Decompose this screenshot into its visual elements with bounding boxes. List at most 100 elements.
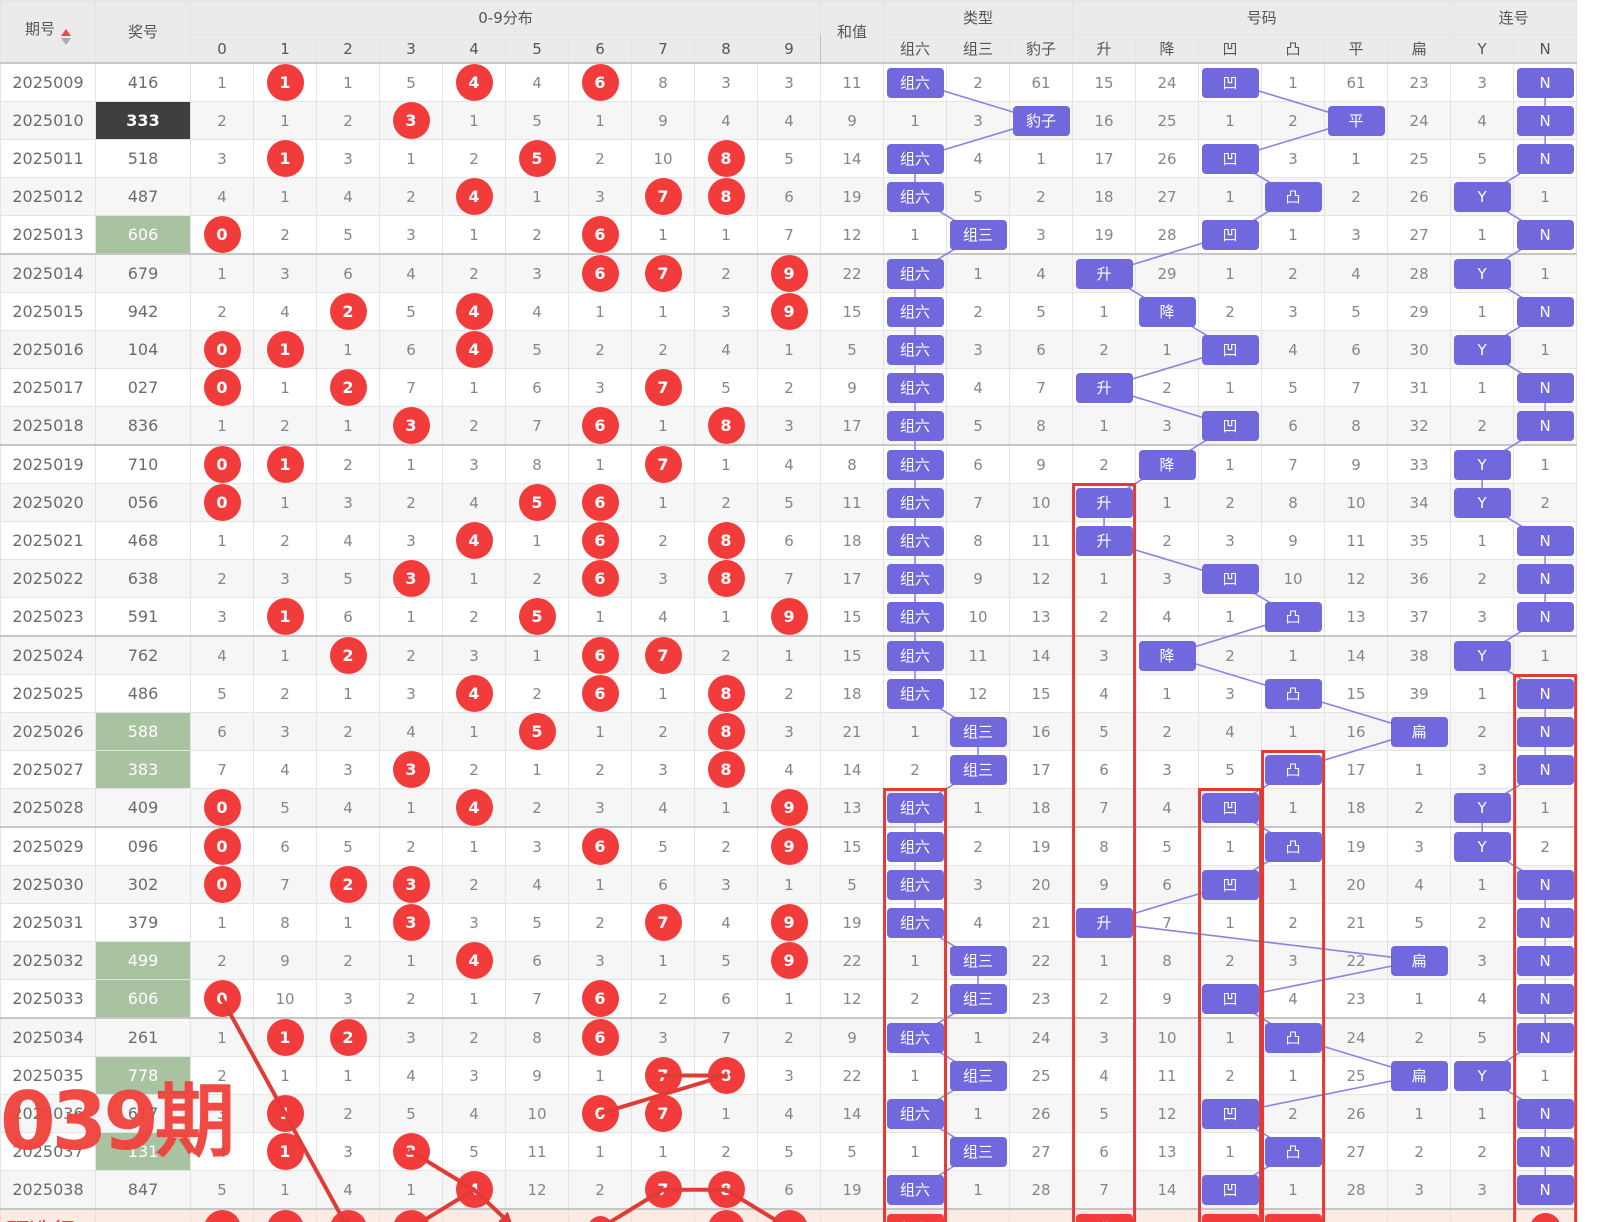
drawn-digit-circle: 0 (203, 866, 241, 903)
cell-2025024-ao: 2 (1198, 635, 1263, 675)
miss-count: 10 (527, 1104, 547, 1123)
consec-col-header: Y (1450, 34, 1515, 64)
cell-2025011-san: 4 (946, 139, 1011, 178)
miss-count: 4 (406, 1066, 416, 1085)
miss-count: 2 (343, 111, 353, 130)
miss-count: 31 (1409, 378, 1429, 397)
type-hit-badge: 组六 (886, 410, 944, 441)
cell-2025033-d5: 7 (505, 979, 569, 1019)
cell-2025011-bao: 1 (1009, 139, 1074, 178)
consecutive-hit-badge: Y (1453, 449, 1511, 480)
cell-2025036-ao: 凹 (1198, 1094, 1263, 1133)
cell-2025028-d9: 9 (756, 788, 822, 828)
cell-2025023-d2: 6 (316, 597, 380, 637)
sort-asc-icon[interactable] (61, 29, 71, 36)
period-cell: 2025038 (0, 1170, 96, 1210)
cell-2025038-sheng: 7 (1072, 1170, 1137, 1210)
miss-count: 6 (406, 340, 416, 359)
cell-2025034-d6: 6 (568, 1017, 632, 1057)
miss-count: 6 (1351, 340, 1361, 359)
watermark-next-period: 039期 (0, 1075, 235, 1168)
cell-2025024-sheng: 3 (1072, 635, 1137, 675)
miss-count: 2 (595, 340, 605, 359)
miss-count: 2 (973, 302, 983, 321)
sum-value: 22 (842, 951, 862, 970)
cell-2025014-d7: 7 (631, 253, 695, 293)
miss-count: 5 (1477, 149, 1487, 168)
miss-count: 3 (1477, 760, 1487, 779)
cell-2025012-d4: 4 (442, 177, 506, 216)
miss-count: 10 (1031, 493, 1051, 512)
miss-count: 4 (532, 875, 542, 894)
cell-2025018-n: N (1513, 406, 1578, 446)
cell-2025012-liu: 组六 (883, 177, 948, 216)
cell-2025022-d8: 8 (694, 559, 758, 598)
miss-count: 17 (1094, 149, 1114, 168)
miss-count: 9 (1036, 455, 1046, 474)
period-cell: 2025012 (0, 177, 96, 216)
cell-2025011-d9: 5 (756, 139, 822, 178)
period-cell: 2025031 (0, 903, 96, 942)
miss-count: 2 (595, 149, 605, 168)
cell-2025009-bian: 23 (1387, 62, 1452, 102)
shape-col-header: 升 (1072, 34, 1137, 64)
cell-2025026-sum: 21 (820, 712, 885, 751)
cell-2025009-y: 3 (1450, 62, 1515, 102)
winning-number-cell: 606 (95, 979, 191, 1019)
miss-count: 4 (1162, 607, 1172, 626)
drawn-digit-circle: 3 (392, 751, 430, 788)
miss-count: 1 (784, 875, 794, 894)
shape-hit-badge: 凹 (1201, 1098, 1259, 1129)
cell-2025026-d3: 4 (379, 712, 443, 751)
cell-2025019-san: 6 (946, 444, 1011, 484)
period-header-label: 期号 (24, 20, 55, 38)
cell-2025025-ping: 15 (1324, 674, 1389, 713)
miss-count: 13 (1346, 607, 1366, 626)
cell-2025017-ao: 1 (1198, 368, 1263, 407)
miss-count: 5 (217, 684, 227, 703)
miss-count: 7 (721, 1028, 731, 1047)
drawn-digit-circle: 8 (707, 675, 745, 712)
consecutive-hit-badge: Y (1453, 1060, 1511, 1091)
cell-2025025-n: N (1513, 674, 1578, 713)
cell-2025027-liu: 2 (883, 750, 948, 789)
cell-2025022-ping: 12 (1324, 559, 1389, 598)
miss-count: 36 (1409, 569, 1429, 588)
cell-2025025-d5: 2 (505, 674, 569, 713)
predicted-digit: 5 (532, 1219, 542, 1222)
sort-desc-icon[interactable] (61, 38, 71, 45)
cell-2025010-san: 3 (946, 101, 1011, 140)
drawn-digit-circle: 7 (644, 1057, 682, 1094)
shape-hit-badge: 凸 (1264, 1022, 1322, 1053)
miss-count: 1 (658, 302, 668, 321)
cell-2025015-d6: 1 (568, 292, 632, 331)
period-cell: 2025017 (0, 368, 96, 407)
period-sort-control[interactable] (61, 29, 71, 45)
cell-2025030-d4: 2 (442, 865, 506, 904)
miss-count: 2 (469, 149, 479, 168)
miss-count: 1 (469, 989, 479, 1008)
cell-2025038-sum: 19 (820, 1170, 885, 1210)
cell-2025013-d3: 3 (379, 215, 443, 255)
cell-2025019-liu: 组六 (883, 444, 948, 484)
cell-2025021-bao: 11 (1009, 521, 1074, 560)
cell-2025018-d9: 3 (756, 406, 822, 446)
cell-2025038-d4: 4 (442, 1170, 506, 1210)
cell-2025032-d7: 1 (631, 941, 695, 980)
miss-count: 2 (280, 225, 290, 244)
miss-count: 4 (532, 73, 542, 92)
period-cell: 2025036 (0, 1094, 96, 1133)
digit-col-header-3: 3 (379, 34, 443, 64)
miss-count: 4 (406, 264, 416, 283)
miss-count: 4 (1162, 798, 1172, 817)
cell-2025030-sum: 5 (820, 865, 885, 904)
sum-value: 15 (842, 302, 862, 321)
cell-2025014-tu: 2 (1261, 253, 1326, 293)
miss-count: 2 (1477, 1142, 1487, 1161)
cell-2025038-bao: 28 (1009, 1170, 1074, 1210)
cell-2025037-y: 2 (1450, 1132, 1515, 1171)
type-hit-badge: 组六 (886, 1022, 944, 1053)
miss-count: 2 (658, 989, 668, 1008)
shape-hit-badge: 降 (1138, 640, 1196, 671)
miss-count: 2 (217, 302, 227, 321)
